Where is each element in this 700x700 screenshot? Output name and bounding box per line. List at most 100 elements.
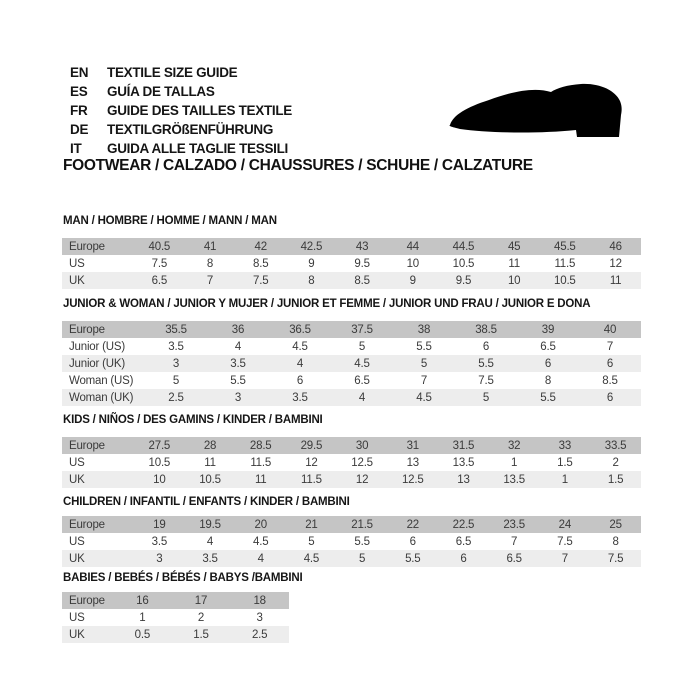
size-cell: 28	[184, 437, 236, 454]
size-cell: 10	[406, 257, 420, 270]
language-code: FR	[70, 103, 88, 118]
row-label: Junior (US)	[69, 340, 125, 353]
size-cell: 10	[488, 272, 540, 289]
size-cell: 37.5	[331, 321, 393, 338]
size-cell: 5.5	[387, 550, 439, 567]
row-label: UK	[62, 626, 113, 643]
size-cell: 6	[296, 374, 304, 387]
size-cell: 6	[517, 355, 579, 372]
size-cell: 8	[544, 374, 552, 387]
size-table-section-children: CHILDREN / INFANTIL / ENFANTS / KINDER /…	[62, 496, 641, 567]
size-table-title: KIDS / NIÑOS / DES GAMINS / KINDER / BAM…	[63, 414, 323, 426]
size-cell: 6	[579, 355, 641, 372]
language-guide-list: EN TEXTILE SIZE GUIDE ES GUÍA DE TALLAS FR GU…	[70, 63, 292, 158]
size-cell: 41	[184, 238, 236, 255]
size-cell: 9	[387, 272, 439, 289]
size-cell: 9.5	[354, 257, 370, 270]
size-cell: 23.5	[488, 516, 540, 533]
size-cell: 4.5	[393, 389, 455, 406]
size-cell: 5	[336, 550, 388, 567]
size-table: Europe 40.5 41 42 42.5 43 44 44.5 45 45.5 46 US 7.5 8…	[62, 238, 641, 289]
size-table-section-kids: KIDS / NIÑOS / DES GAMINS / KINDER / BAM…	[62, 414, 641, 488]
size-cell: 4.5	[286, 550, 337, 567]
size-cell: 5.5	[455, 355, 517, 372]
size-cell: 36.5	[269, 321, 331, 338]
language-code: EN	[70, 65, 89, 80]
size-cell: 21.5	[336, 516, 388, 533]
size-cell: 27.5	[134, 437, 185, 454]
size-table-section-babies: BABIES / BEBÉS / BÉBÉS / BABYS /BAMBINI E…	[62, 572, 303, 643]
size-row: UK 0.5 1.5 2.5	[62, 626, 289, 643]
row-label: Europe	[62, 321, 145, 338]
size-row: UK 6.5 7 7.5 8 8.5 9 9.5 10 10.5 11	[62, 272, 641, 289]
size-cell: 44.5	[438, 238, 489, 255]
size-cell: 4.5	[253, 535, 269, 548]
size-cell: 45.5	[539, 238, 591, 255]
size-row-europe: Europe 40.5 41 42 42.5 43 44 44.5 45 45.5 46	[62, 238, 641, 255]
size-cell: 5	[308, 535, 315, 548]
size-cell: 13	[438, 471, 489, 488]
size-cell: 10.5	[452, 257, 475, 270]
size-row: US 7.5 8 8.5 9 9.5 10 10.5 11 11.5 12	[62, 255, 641, 272]
language-code: IT	[70, 141, 82, 156]
size-cell: 7	[184, 272, 236, 289]
size-cell: 11.5	[250, 456, 272, 469]
size-cell: 7	[606, 340, 614, 353]
size-row: US 10.5 11 11.5 12 12.5 13 13.5 1 1.5 2	[62, 454, 641, 471]
size-cell: 36	[207, 321, 269, 338]
size-cell: 6.5	[134, 272, 185, 289]
size-table-title: MAN / HOMBRE / HOMME / MANN / MAN	[63, 215, 277, 227]
size-cell: 3.5	[151, 535, 168, 548]
size-cell: 11	[508, 257, 520, 270]
size-row: Woman (US) 5 5.5 6 6.5 7 7.5 8 8.5	[62, 372, 641, 389]
size-cell: 42	[235, 238, 287, 255]
size-cell: 2	[612, 456, 619, 469]
size-cell: 4	[234, 340, 242, 353]
size-cell: 44	[387, 238, 439, 255]
size-table-title: JUNIOR & WOMAN / JUNIOR Y MUJER / JUNIOR…	[63, 298, 591, 310]
size-cell: 5.5	[416, 340, 432, 353]
size-cell: 4	[235, 550, 287, 567]
size-cell: 6	[409, 535, 416, 548]
size-cell: 42.5	[286, 238, 337, 255]
size-cell: 5	[393, 355, 455, 372]
size-cell: 1	[511, 456, 518, 469]
language-row: EN TEXTILE SIZE GUIDE	[70, 63, 292, 82]
language-guide-text: GUÍA DE TALLAS	[107, 84, 215, 99]
size-cell: 5.5	[230, 374, 246, 387]
size-cell: 30	[336, 437, 388, 454]
size-cell: 1	[139, 611, 146, 624]
row-label: Woman (US)	[69, 374, 134, 387]
size-cell: 5.5	[517, 389, 579, 406]
size-cell: 4.5	[292, 340, 308, 353]
size-cell: 10.5	[539, 272, 591, 289]
size-cell: 7.5	[478, 374, 494, 387]
size-cell: 18	[230, 592, 289, 609]
size-table: Europe 19 19.5 20 21 21.5 22 22.5 23.5 24 25 US 3.5 4…	[62, 516, 641, 567]
size-cell: 10.5	[148, 456, 171, 469]
size-cell: 3	[145, 355, 207, 372]
size-cell: 4	[269, 355, 331, 372]
size-row: US 1 2 3	[62, 609, 289, 626]
row-label: US	[69, 535, 85, 548]
size-cell: 10.5	[184, 471, 236, 488]
size-cell: 31	[387, 437, 439, 454]
size-row-europe: Europe 35.5 36 36.5 37.5 38 38.5 39 40	[62, 321, 641, 338]
size-cell: 10	[134, 471, 185, 488]
language-row: IT GUIDA ALLE TAGLIE TESSILI	[70, 139, 292, 158]
row-label: Europe	[62, 516, 134, 533]
size-cell: 11	[235, 471, 287, 488]
size-cell: 7.5	[235, 272, 287, 289]
size-cell: 17	[171, 592, 231, 609]
size-cell: 29.5	[286, 437, 337, 454]
category-title: FOOTWEAR / CALZADO / CHAUSSURES / SCHUHE…	[63, 157, 533, 174]
size-cell: 3	[207, 389, 269, 406]
size-cell: 4	[331, 389, 393, 406]
row-label: Woman (UK)	[62, 389, 145, 406]
size-cell: 4	[206, 535, 214, 548]
size-table-section-junior-woman: JUNIOR & WOMAN / JUNIOR Y MUJER / JUNIOR…	[62, 298, 641, 406]
size-cell: 6.5	[354, 374, 370, 387]
language-code: ES	[70, 84, 88, 99]
size-cell: 8	[286, 272, 337, 289]
size-cell: 6.5	[455, 535, 472, 548]
